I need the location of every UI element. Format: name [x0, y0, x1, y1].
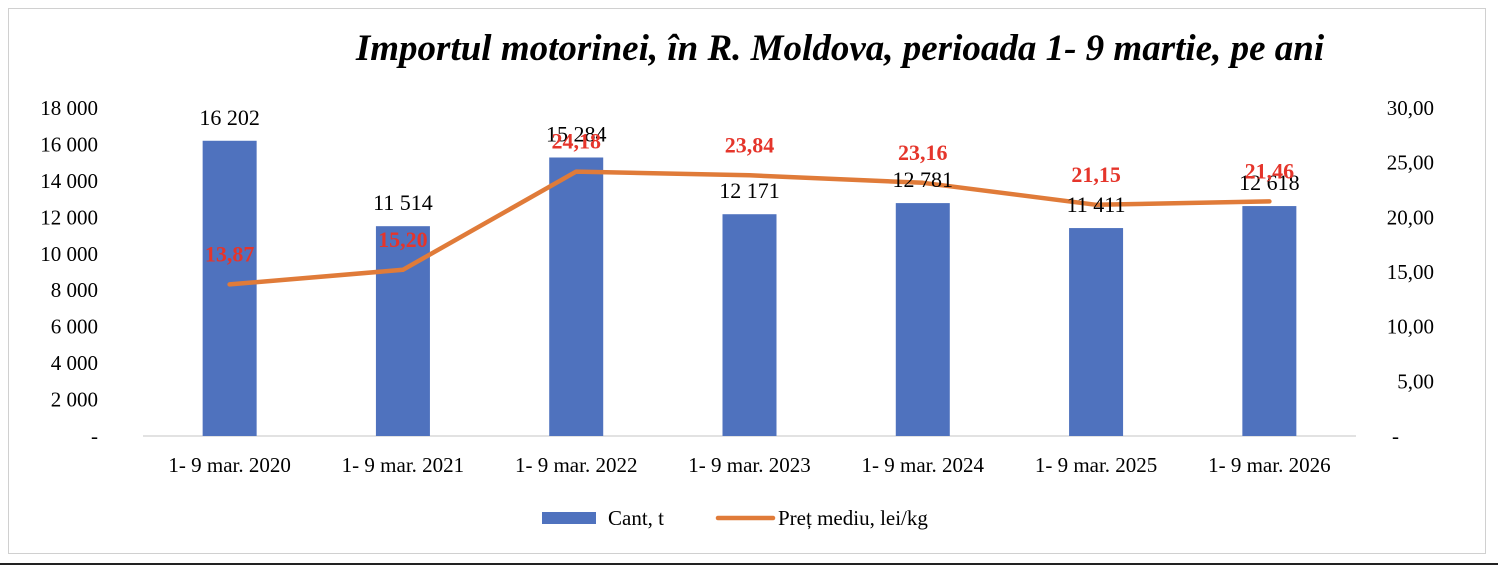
bar-value-label: 16 202	[199, 105, 260, 130]
bar-value-label: 12 618	[1239, 170, 1300, 195]
right-axis-tick-label: -	[1392, 424, 1399, 448]
chart-title: Importul motorinei, în R. Moldova, perio…	[355, 28, 1325, 69]
right-axis-tick-label: 20,00	[1387, 205, 1434, 229]
bar	[722, 214, 777, 436]
left-axis-tick-label: -	[91, 424, 98, 448]
x-axis-category-label: 1- 9 mar. 2023	[688, 453, 810, 477]
bar-value-label: 12 171	[719, 178, 780, 203]
line-value-label: 21,46	[1245, 158, 1295, 183]
line-value-label: 15,20	[378, 227, 428, 252]
right-axis-tick-label: 30,00	[1387, 96, 1434, 120]
line-value-label: 23,16	[898, 140, 948, 165]
line-value-label: 24,18	[551, 129, 601, 154]
line-value-label: 23,84	[725, 132, 775, 157]
x-axis-category-label: 1- 9 mar. 2025	[1035, 453, 1157, 477]
right-axis-tick-label: 25,00	[1387, 151, 1434, 175]
bar-series	[202, 140, 1297, 436]
left-axis-tick-label: 18 000	[40, 96, 98, 120]
left-axis-tick-label: 2 000	[51, 388, 98, 412]
bar	[895, 203, 950, 436]
bar	[549, 157, 604, 436]
line-value-label: 21,15	[1071, 162, 1121, 187]
left-axis-tick-label: 14 000	[40, 169, 98, 193]
bar-value-label: 11 411	[1067, 192, 1126, 217]
x-axis-category-label: 1- 9 mar. 2026	[1208, 453, 1330, 477]
left-axis-tick-label: 12 000	[40, 205, 98, 229]
x-axis-category-label: 1- 9 mar. 2024	[862, 453, 985, 477]
legend-label-bar: Cant, t	[608, 506, 664, 530]
right-axis-tick-label: 5,00	[1397, 369, 1434, 393]
right-axis-tick-label: 10,00	[1387, 315, 1434, 339]
data-labels: 16 202 11 514 15 284 12 171 12 781 11 411 12 6…	[199, 105, 1299, 267]
line-value-label: 13,87	[205, 241, 255, 266]
left-axis-tick-label: 4 000	[51, 351, 98, 375]
x-axis-category-label: 1- 9 mar. 2021	[342, 453, 464, 477]
left-axis-tick-label: 6 000	[51, 315, 98, 339]
right-axis-tick-label: 15,00	[1387, 260, 1434, 284]
bar	[202, 140, 257, 436]
left-axis-tick-label: 16 000	[40, 132, 98, 156]
x-axis-category-label: 1- 9 mar. 2022	[515, 453, 637, 477]
x-axis-category-label: 1- 9 mar. 2020	[168, 453, 290, 477]
left-axis-tick-label: 8 000	[51, 278, 98, 302]
legend-swatch-bar	[542, 512, 596, 524]
bar	[1242, 206, 1297, 436]
bottom-rule	[0, 563, 1498, 565]
legend-label-line: Preț mediu, lei/kg	[778, 506, 928, 530]
bar	[1069, 228, 1124, 436]
bar-value-label: 11 514	[373, 190, 433, 215]
bar-value-label: 12 781	[893, 167, 954, 192]
bar-value-label: 15 284	[546, 121, 607, 146]
legend: Cant, t Preț mediu, lei/kg	[542, 506, 928, 530]
left-axis-tick-label: 10 000	[40, 242, 98, 266]
line-series	[227, 169, 1272, 287]
